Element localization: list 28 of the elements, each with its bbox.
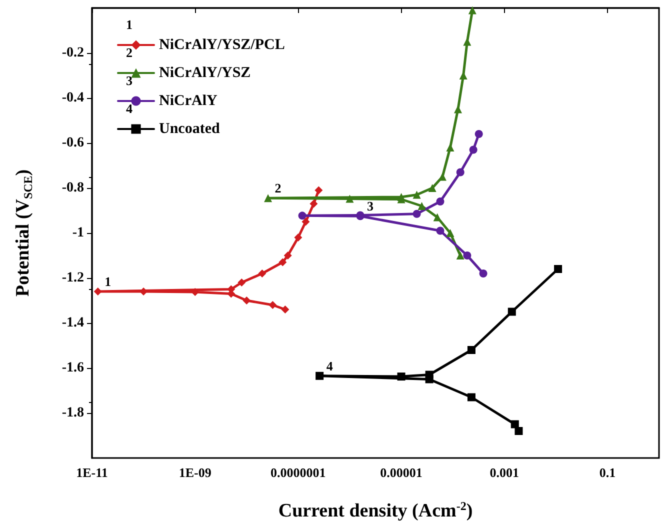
annotation: 3 [126,73,133,88]
annotation: 1 [126,17,132,32]
annotation: 1 [104,274,112,289]
y-axis-title: Potential (VSCE) [12,169,35,297]
y-tick-label: -1.4 [62,316,84,330]
annotation: 4 [326,358,334,374]
annotation: 4 [126,101,133,116]
legend-label: NiCrAlY/YSZ/PCL [159,37,285,53]
annotation: 2 [274,180,282,196]
x-tick-label: 0.0000001 [270,465,326,480]
legend-label: NiCrAlY [159,93,218,109]
legend-label: NiCrAlY/YSZ [159,65,251,81]
annotation: 3 [367,198,374,214]
x-tick-label: 1E-09 [178,465,212,480]
y-tick-label: -0.8 [62,180,84,196]
y-tick-label: -0.2 [62,46,84,60]
y-tick-label: -0.6 [62,136,84,150]
y-tick-label: -0.4 [62,90,84,106]
x-tick-label: 1E-11 [76,465,108,480]
x-tick-label: 0.00001 [380,465,422,480]
y-tick-label: -1 [72,226,84,240]
y-tick-label: -1.8 [62,406,84,420]
legend-label: Uncoated [159,121,220,137]
annotation: 2 [126,45,132,60]
x-tick-label: 0.001 [490,465,519,480]
y-tick-label: -1.6 [62,360,84,376]
y-tick-label: -1.2 [62,270,84,286]
x-tick-label: 0.1 [599,465,616,480]
